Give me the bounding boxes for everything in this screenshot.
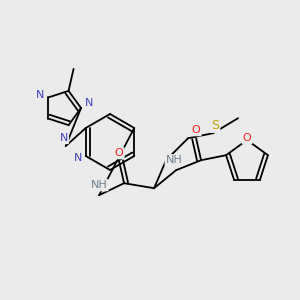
Text: S: S	[211, 119, 219, 132]
Text: O: O	[243, 133, 251, 143]
Text: O: O	[192, 125, 200, 135]
Text: NH: NH	[91, 180, 107, 190]
Text: N: N	[74, 153, 82, 163]
Text: N: N	[85, 98, 93, 108]
Text: O: O	[115, 148, 124, 158]
Text: N: N	[36, 90, 45, 100]
Text: NH: NH	[166, 155, 182, 165]
Text: N: N	[60, 133, 68, 143]
